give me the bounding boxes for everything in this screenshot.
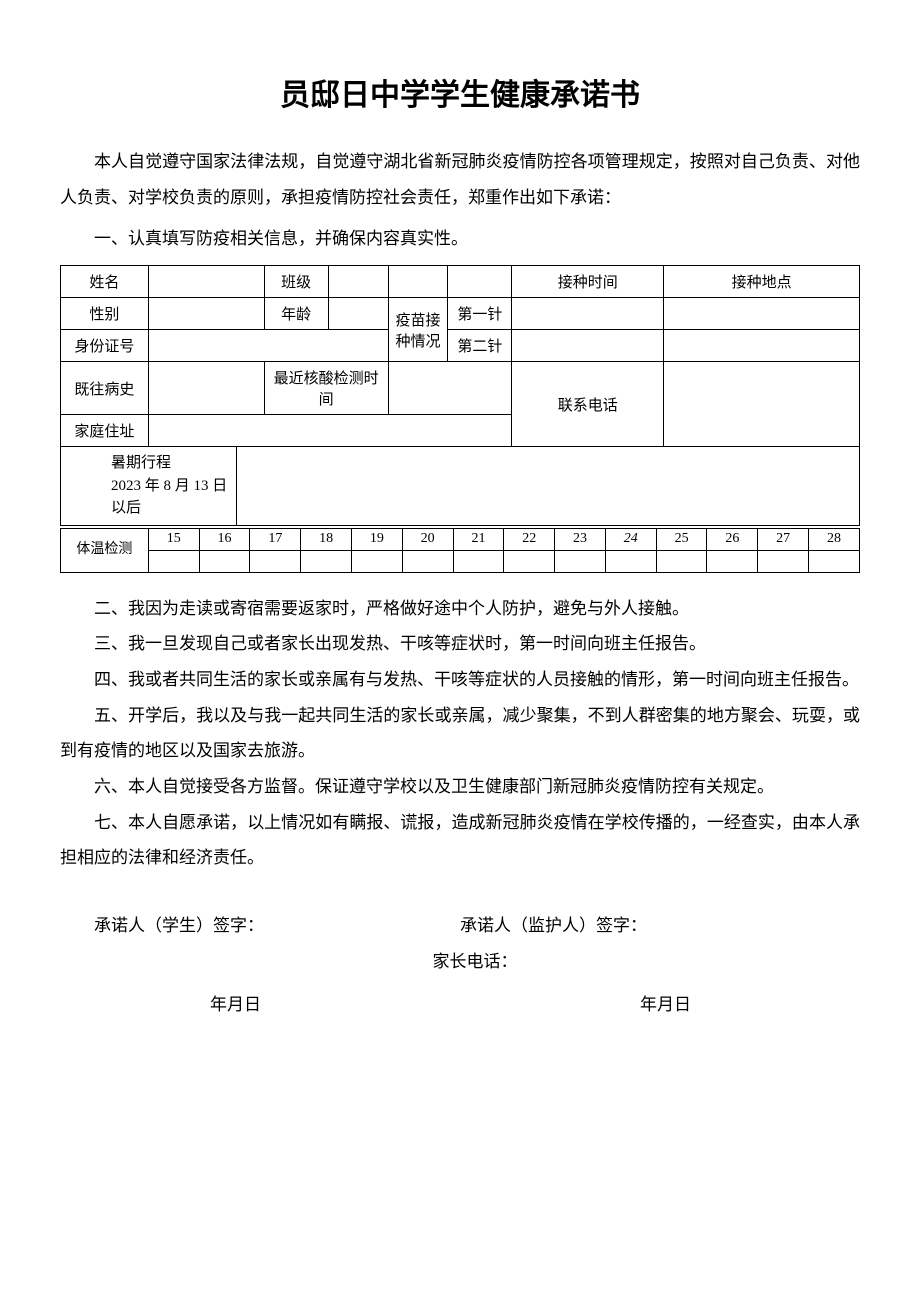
temp-day: 20 — [402, 528, 453, 550]
field-recent-test[interactable] — [388, 362, 512, 415]
field-name[interactable] — [148, 266, 264, 298]
temp-day: 22 — [504, 528, 555, 550]
temp-day-italic: 24 — [605, 528, 656, 550]
field-gender[interactable] — [148, 298, 264, 330]
label-class: 班级 — [264, 266, 328, 298]
temp-value[interactable] — [351, 550, 402, 572]
signature-block: 承诺人（学生）签字： 承诺人（监护人）签字： 家长电话： 年月日 年月日 — [60, 908, 860, 1023]
field-dose1-place[interactable] — [664, 298, 860, 330]
temp-day: 28 — [809, 528, 860, 550]
label-vaccine-place: 接种地点 — [664, 266, 860, 298]
label-history: 既往病史 — [61, 362, 149, 415]
field-contact[interactable] — [664, 362, 860, 447]
temp-value-row — [61, 550, 860, 572]
field-dose2-place[interactable] — [664, 330, 860, 362]
temp-day: 26 — [707, 528, 758, 550]
temp-value[interactable] — [250, 550, 301, 572]
section-one: 一、认真填写防疫相关信息，并确保内容真实性。 — [60, 221, 860, 257]
temp-value[interactable] — [504, 550, 555, 572]
temp-value[interactable] — [809, 550, 860, 572]
field-address[interactable] — [148, 415, 511, 447]
temp-value[interactable] — [199, 550, 250, 572]
field-dose2-time[interactable] — [512, 330, 664, 362]
temp-day: 25 — [656, 528, 707, 550]
item-5: 五、开学后，我以及与我一起共同生活的家长或亲属，减少聚集，不到人群密集的地方聚会… — [60, 698, 860, 769]
temp-value[interactable] — [758, 550, 809, 572]
label-temp: 体温检测 — [61, 528, 149, 572]
temp-header-row: 体温检测 15 16 17 18 19 20 21 22 23 24 25 26… — [61, 528, 860, 550]
blank-a — [388, 266, 448, 298]
label-vaccine-status: 疫苗接种情况 — [388, 298, 448, 362]
field-id[interactable] — [148, 330, 388, 362]
label-id: 身份证号 — [61, 330, 149, 362]
temp-value[interactable] — [555, 550, 606, 572]
temp-value[interactable] — [605, 550, 656, 572]
temp-day: 16 — [199, 528, 250, 550]
label-vaccine-time: 接种时间 — [512, 266, 664, 298]
temp-day: 27 — [758, 528, 809, 550]
temp-day: 17 — [250, 528, 301, 550]
student-signature-label: 承诺人（学生）签字： — [60, 908, 460, 944]
item-2: 二、我因为走读或寄宿需要返家时，严格做好途中个人防护，避免与外人接触。 — [60, 591, 860, 627]
intro-paragraph: 本人自觉遵守国家法律法规，自觉遵守湖北省新冠肺炎疫情防控各项管理规定，按照对自己… — [60, 144, 860, 215]
label-travel: 暑期行程 2023 年 8 月 13 日以后 — [61, 447, 237, 526]
date-left: 年月日 — [60, 987, 460, 1023]
temp-day: 15 — [148, 528, 199, 550]
temp-day: 19 — [351, 528, 402, 550]
info-table: 姓名 班级 接种时间 接种地点 性别 年龄 疫苗接种情况 第一针 身份证号 第二… — [60, 265, 860, 526]
label-name: 姓名 — [61, 266, 149, 298]
temp-day: 23 — [555, 528, 606, 550]
temp-value[interactable] — [402, 550, 453, 572]
temp-day: 18 — [301, 528, 352, 550]
field-class[interactable] — [328, 266, 388, 298]
field-travel[interactable] — [236, 447, 859, 526]
date-right: 年月日 — [460, 987, 860, 1023]
label-recent-test: 最近核酸检测时间 — [264, 362, 388, 415]
temperature-table: 体温检测 15 16 17 18 19 20 21 22 23 24 25 26… — [60, 528, 860, 573]
item-6: 六、本人自觉接受各方监督。保证遵守学校以及卫生健康部门新冠肺炎疫情防控有关规定。 — [60, 769, 860, 805]
field-dose1-time[interactable] — [512, 298, 664, 330]
blank-b — [448, 266, 512, 298]
temp-value[interactable] — [656, 550, 707, 572]
item-3: 三、我一旦发现自己或者家长出现发热、干咳等症状时，第一时间向班主任报告。 — [60, 626, 860, 662]
label-gender: 性别 — [61, 298, 149, 330]
label-contact: 联系电话 — [512, 362, 664, 447]
guardian-signature-label: 承诺人（监护人）签字： — [460, 908, 860, 944]
label-age: 年龄 — [264, 298, 328, 330]
parent-phone-label: 家长电话： — [60, 944, 860, 980]
field-age[interactable] — [328, 298, 388, 330]
item-4: 四、我或者共同生活的家长或亲属有与发热、干咳等症状的人员接触的情形，第一时间向班… — [60, 662, 860, 698]
temp-value[interactable] — [707, 550, 758, 572]
document-title: 员邸日中学学生健康承诺书 — [60, 70, 860, 114]
temp-value[interactable] — [301, 550, 352, 572]
field-history[interactable] — [148, 362, 264, 415]
temp-value[interactable] — [453, 550, 504, 572]
temp-value[interactable] — [148, 550, 199, 572]
label-dose1: 第一针 — [448, 298, 512, 330]
temp-day: 21 — [453, 528, 504, 550]
label-address: 家庭住址 — [61, 415, 149, 447]
item-7: 七、本人自愿承诺，以上情况如有瞒报、谎报，造成新冠肺炎疫情在学校传播的，一经查实… — [60, 805, 860, 876]
label-dose2: 第二针 — [448, 330, 512, 362]
